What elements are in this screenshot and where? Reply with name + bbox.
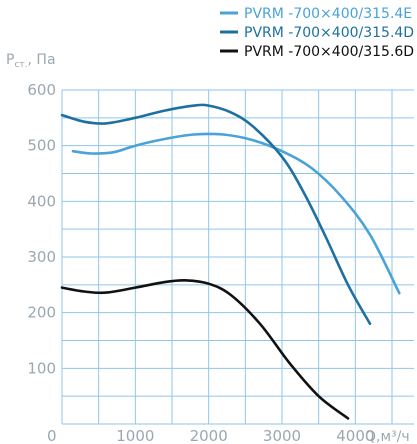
y-label-main: P bbox=[6, 52, 14, 68]
legend-label: PVRM -700×400/315.4D bbox=[244, 25, 414, 41]
grid bbox=[61, 89, 414, 425]
x-tick-label: 3000 bbox=[263, 427, 301, 444]
x-tick-label: 4000 bbox=[336, 427, 374, 444]
series-lines bbox=[60, 103, 401, 420]
tick-labels: 100 200 300 400 500 600 0 1000 2000 3000 4000 bbox=[27, 81, 374, 444]
y-tick-label: 100 bbox=[27, 359, 56, 377]
legend-label: PVRM -700×400/315.4E bbox=[244, 6, 412, 22]
series-line-3 bbox=[60, 279, 350, 420]
series-line-1 bbox=[71, 132, 401, 295]
y-label-sub: ст. bbox=[14, 60, 27, 70]
x-tick-label: 0 bbox=[47, 427, 57, 444]
legend: PVRM -700×400/315.4E PVRM -700×400/315.4D… bbox=[220, 6, 414, 60]
y-tick-label: 200 bbox=[27, 304, 56, 322]
y-tick-label: 300 bbox=[27, 248, 56, 266]
y-axis-label: Pст., Па bbox=[6, 52, 56, 70]
y-tick-label: 400 bbox=[27, 192, 56, 210]
y-label-unit: , Па bbox=[28, 52, 56, 68]
y-tick-label: 500 bbox=[27, 137, 56, 155]
x-tick-label: 2000 bbox=[190, 427, 228, 444]
x-tick-label: 1000 bbox=[116, 427, 154, 444]
x-axis-label: Q,м³/ч bbox=[365, 429, 410, 444]
legend-label: PVRM -700×400/315.6D bbox=[244, 44, 414, 60]
series-line-2 bbox=[60, 103, 372, 326]
y-tick-label: 600 bbox=[27, 81, 56, 99]
